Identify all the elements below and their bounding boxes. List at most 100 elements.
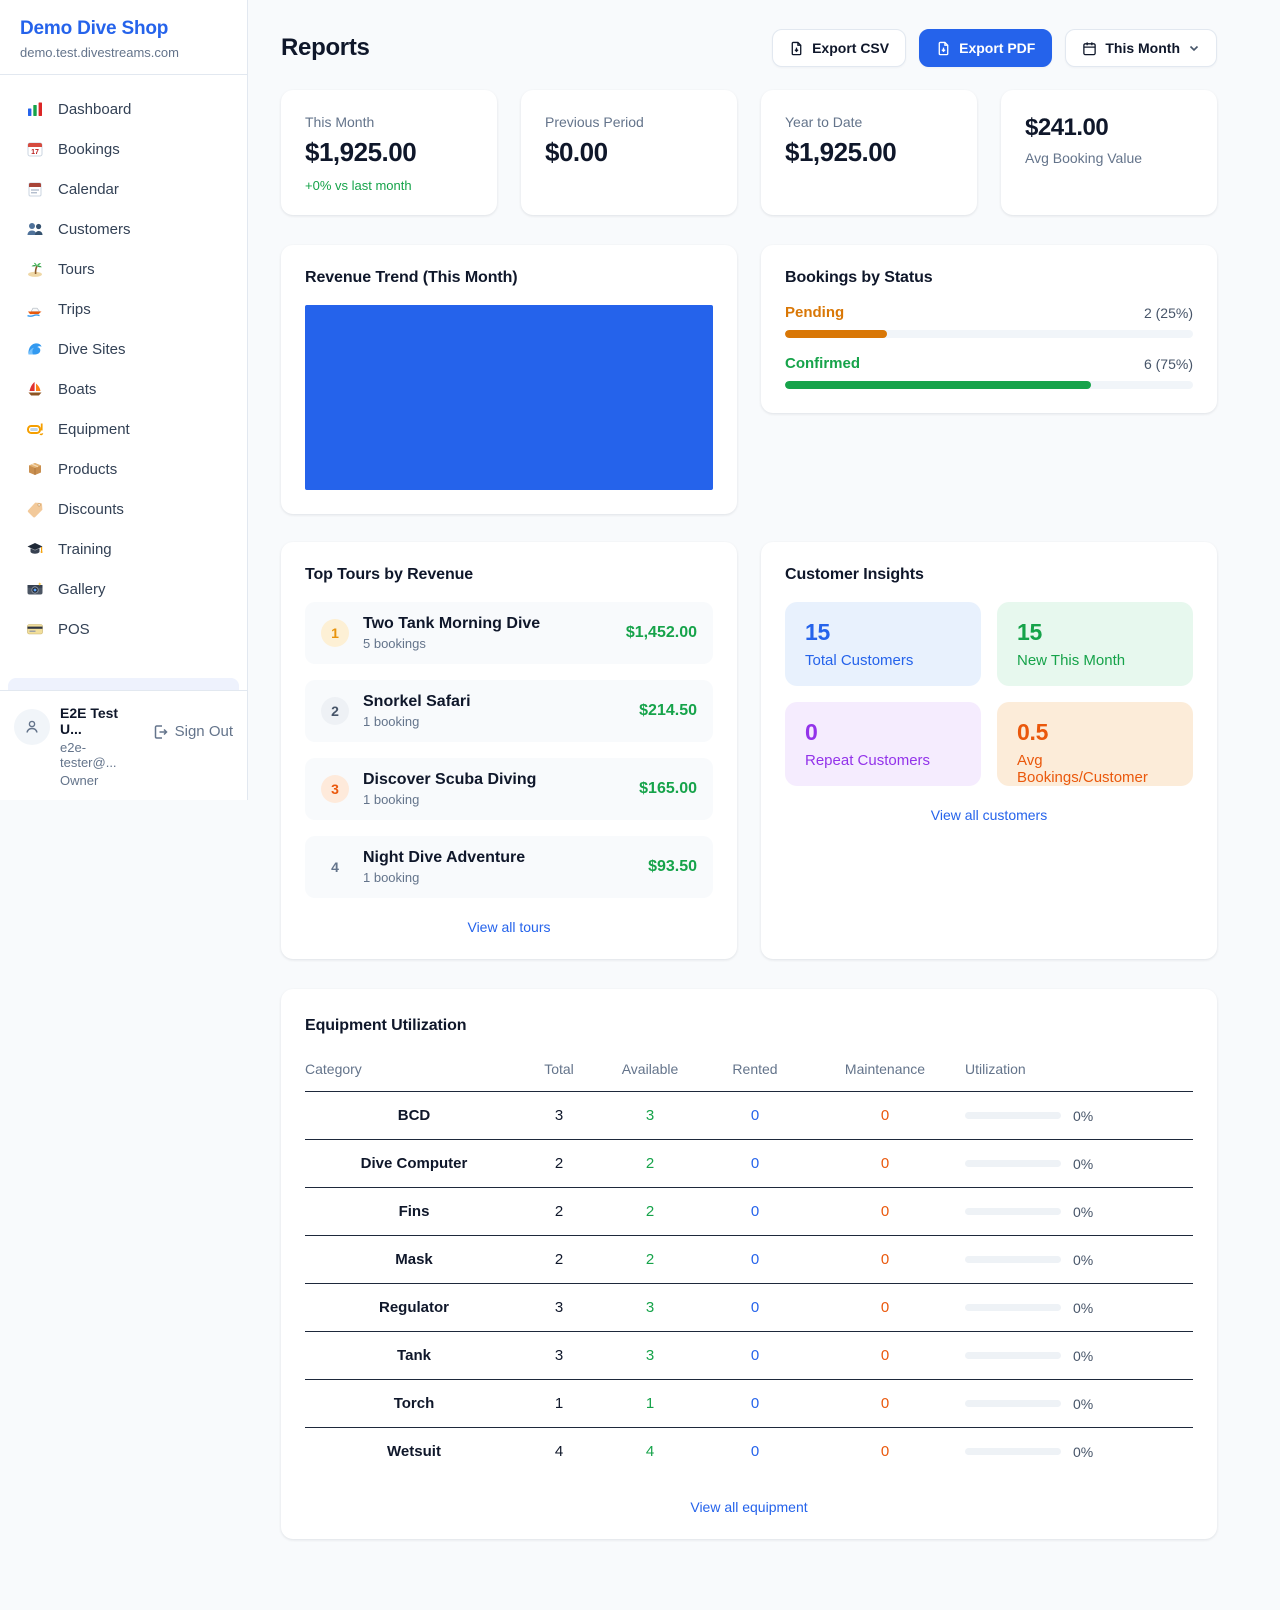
cell-rented: 0 [705,1091,805,1140]
tag-icon [26,500,44,518]
status-label: Confirmed [785,355,860,372]
tour-row: 4 Night Dive Adventure 1 booking $93.50 [305,836,713,898]
cell-rented: 0 [705,1235,805,1284]
table-header-row: Category Total Available Rented Maintena… [305,1051,1193,1092]
svg-text:17: 17 [31,149,39,156]
stat-card-avg-booking-value: $241.00 Avg Booking Value [1001,90,1217,215]
sidebar-item-label: Tours [58,260,95,278]
calendar-icon [1083,41,1097,55]
sidebar-item-equipment[interactable]: Equipment [8,409,239,449]
view-all-equipment-link[interactable]: View all equipment [690,1499,808,1515]
equipment-utilization-title: Equipment Utilization [305,1017,467,1034]
stat-label: Year to Date [785,114,863,130]
top-tours-title: Top Tours by Revenue [305,566,474,583]
sidebar-item-pos[interactable]: POS [8,609,239,649]
sidebar-item-gallery[interactable]: Gallery [8,569,239,609]
view-all-customers-link[interactable]: View all customers [930,807,1048,823]
cell-maintenance: 0 [805,1235,965,1284]
insight-label: Repeat Customers [805,752,931,769]
sidebar-item-label: Dive Sites [58,340,126,358]
sidebar-item-dive-sites[interactable]: Dive Sites [8,329,239,369]
cell-available: 3 [595,1283,705,1332]
revenue-trend-title: Revenue Trend (This Month) [305,269,518,286]
sidebar-item-dashboard[interactable]: Dashboard [8,89,239,129]
column-header-utilization: Utilization [965,1051,1193,1092]
column-header-category: Category [305,1051,523,1092]
cell-category: Wetsuit [387,1443,441,1460]
sidebar-item-tours[interactable]: Tours [8,249,239,289]
status-bar-track [785,381,1193,389]
sidebar-item-trips[interactable]: Trips [8,289,239,329]
cell-maintenance: 0 [805,1139,965,1188]
customer-insights-title: Customer Insights [785,566,924,583]
view-all-tours-link[interactable]: View all tours [467,919,551,935]
stat-value: $1,925.00 [305,137,417,167]
revenue-trend-card: Revenue Trend (This Month) [281,245,737,514]
tour-name: Night Dive Adventure [363,849,526,866]
table-row: Torch 1 1 0 0 0% [305,1379,1193,1428]
user-info: E2E Test U... e2e-tester@... Owner [60,701,142,788]
stats-row: This Month $1,925.00 +0% vs last month P… [281,90,1217,215]
sidebar-item-boats[interactable]: Boats [8,369,239,409]
status-row-pending: Pending 2 (25%) [785,304,1193,338]
sidebar-item-customers[interactable]: Customers [8,209,239,249]
cell-maintenance: 0 [805,1379,965,1428]
sidebar-item-training[interactable]: Training [8,529,239,569]
table-row: Dive Computer 2 2 0 0 0% [305,1139,1193,1188]
column-header-total: Total [523,1051,595,1092]
cell-total: 2 [523,1235,595,1284]
tour-list: 1 Two Tank Morning Dive 5 bookings $1,45… [305,602,713,898]
brand-block: Demo Dive Shop demo.test.divestreams.com [0,0,247,75]
tour-bookings: 1 booking [363,714,420,729]
sidebar-item-bookings[interactable]: 17 Bookings [8,129,239,169]
credit-card-icon [26,620,44,638]
utilization-percent: 0% [1073,1395,1094,1412]
tour-name: Snorkel Safari [363,693,471,710]
cell-total: 3 [523,1283,595,1332]
insight-tile-repeat-customers: 0 Repeat Customers [785,702,981,786]
tour-bookings: 1 booking [363,870,420,885]
sidebar-item-products[interactable]: Products [8,449,239,489]
page-title: Reports [281,34,370,61]
sidebar-item-reports-partial[interactable] [8,678,239,690]
user-name: E2E Test U... [60,705,119,737]
period-dropdown[interactable]: This Month [1065,29,1217,67]
sidebar-item-label: Bookings [58,140,120,158]
speedboat-icon [26,300,44,318]
cell-rented: 0 [705,1283,805,1332]
sign-out-label: Sign Out [174,723,233,740]
period-label: This Month [1105,40,1180,56]
notepad-calendar-icon [26,180,44,198]
package-icon [26,460,44,478]
sidebar-item-label: Training [58,540,112,558]
customer-insights-card: Customer Insights 15 Total Customers 15 … [761,542,1217,959]
export-pdf-label: Export PDF [959,40,1036,56]
wave-icon [26,340,44,358]
cell-available: 4 [645,1443,655,1460]
utilization-cell: 0% [965,1252,1193,1268]
export-pdf-button[interactable]: Export PDF [919,29,1053,67]
sign-out-button[interactable]: Sign Out [152,723,233,740]
utilization-cell: 0% [965,1108,1193,1124]
status-value: 2 (25%) [1143,304,1193,321]
equipment-utilization-card: Equipment Utilization Category Total Ava… [281,989,1217,1539]
status-row-confirmed: Confirmed 6 (75%) [785,355,1193,389]
tour-row: 1 Two Tank Morning Dive 5 bookings $1,45… [305,602,713,664]
sidebar-item-discounts[interactable]: Discounts [8,489,239,529]
sidebar-item-calendar[interactable]: Calendar [8,169,239,209]
utilization-bar-track [965,1256,1061,1263]
cell-category: Torch [305,1379,523,1428]
person-icon [26,720,38,733]
insight-label: New This Month [1017,652,1126,669]
stat-value: $1,925.00 [785,137,897,167]
cell-total: 4 [554,1443,564,1460]
charts-row: Revenue Trend (This Month) Bookings by S… [281,245,1217,514]
palm-island-icon [26,260,44,278]
insights-row: Top Tours by Revenue 1 Two Tank Morning … [281,542,1217,959]
bar-chart-icon [26,100,44,118]
shop-domain: demo.test.divestreams.com [20,45,179,60]
equipment-table: Category Total Available Rented Maintena… [305,1051,1193,1475]
tour-amount: $1,452.00 [625,624,697,641]
export-csv-button[interactable]: Export CSV [772,29,907,67]
tour-amount: $93.50 [648,858,697,875]
